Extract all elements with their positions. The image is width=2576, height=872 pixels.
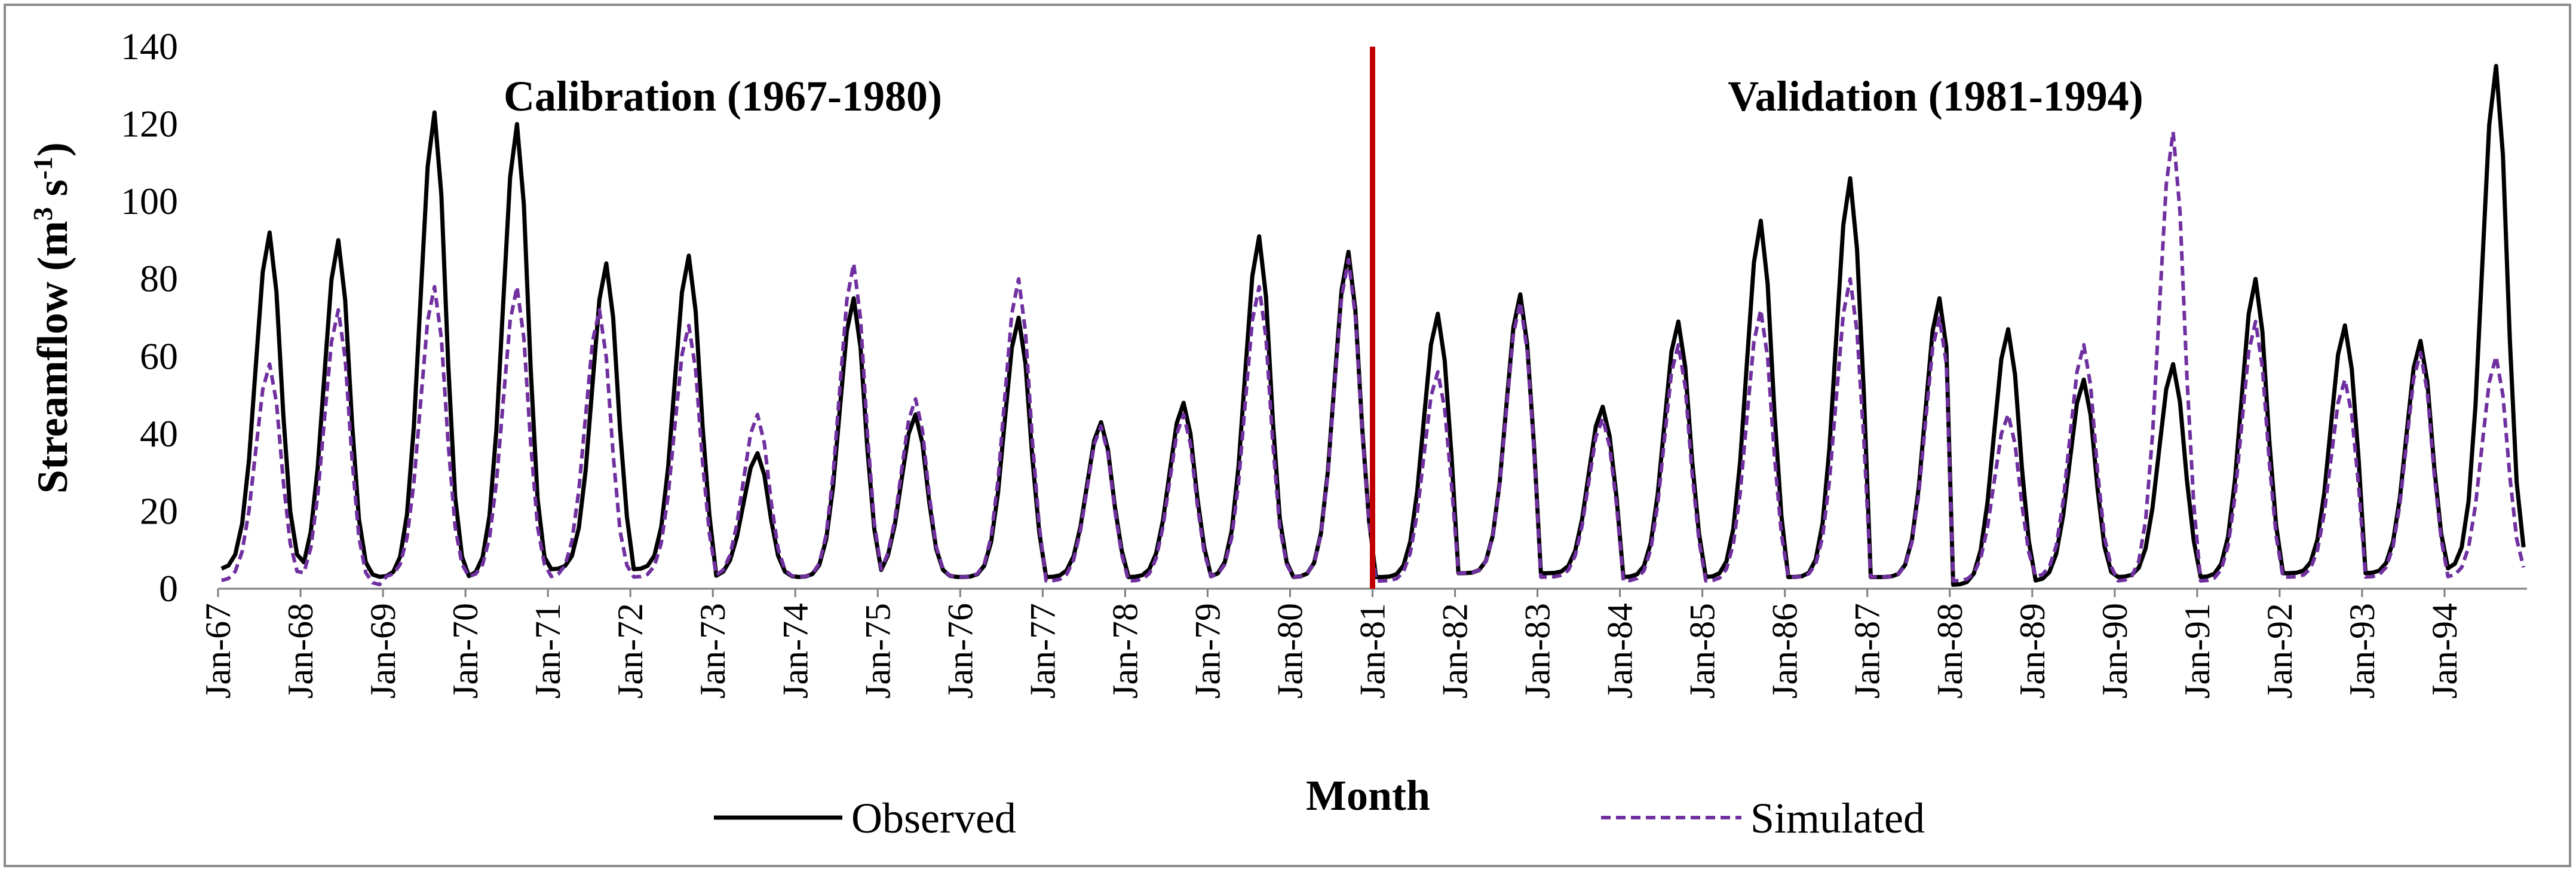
y-tick-label: 80: [140, 258, 178, 300]
x-tick-label: Jan-84: [1600, 603, 1640, 699]
x-tick-label: Jan-75: [858, 603, 897, 699]
x-tick-label: Jan-91: [2178, 603, 2217, 699]
y-tick-label: 0: [159, 567, 178, 610]
x-tick-label: Jan-67: [198, 603, 238, 699]
x-axis-title: Month: [1306, 772, 1430, 819]
x-tick-label: Jan-77: [1023, 603, 1062, 699]
legend: Observed Simulated: [714, 794, 1925, 842]
y-axis-title: Streamflow (m3 s-1): [27, 142, 77, 494]
x-tick-label: Jan-73: [693, 603, 732, 699]
x-tick-label: Jan-68: [281, 603, 320, 699]
calibration-label: Calibration (1967-1980): [504, 72, 942, 120]
x-tick-label: Jan-94: [2425, 603, 2464, 699]
validation-label: Validation (1981-1994): [1728, 72, 2143, 120]
y-tick-label: 20: [140, 489, 178, 532]
legend-observed-label: Observed: [851, 794, 1016, 842]
x-tick-label: Jan-69: [363, 603, 403, 699]
x-tick-label: Jan-82: [1436, 603, 1475, 699]
y-tick-label: 40: [140, 412, 178, 455]
y-tick-label: 100: [121, 180, 178, 222]
series-simulated-line: [220, 130, 2526, 587]
x-tick-label: Jan-85: [1683, 603, 1722, 699]
x-tick-label: Jan-89: [2013, 603, 2052, 699]
x-tick-label: Jan-74: [775, 603, 815, 699]
x-tick-label: Jan-83: [1518, 603, 1557, 699]
x-tick-label: Jan-87: [1848, 603, 1887, 699]
chart-frame: [4, 4, 2571, 867]
x-tick-label: Jan-88: [1930, 603, 1970, 699]
x-tick-label: Jan-72: [611, 603, 650, 699]
x-tick-label: Jan-81: [1353, 603, 1393, 699]
y-tick-label: 140: [121, 25, 178, 68]
x-tick-label: Jan-92: [2260, 603, 2299, 699]
x-tick-label: Jan-79: [1188, 603, 1227, 699]
x-tick-label: Jan-93: [2342, 603, 2382, 699]
x-tick-label: Jan-70: [446, 603, 485, 699]
x-tick-label: Jan-86: [1765, 603, 1805, 699]
x-tick-label: Jan-80: [1270, 603, 1310, 699]
x-tick-label: Jan-78: [1105, 603, 1145, 699]
x-tick-label: Jan-90: [2095, 603, 2135, 699]
x-axis-ticks: Jan-67 Jan-68 Jan-69 Jan-70 Jan-71 Jan-72 Jan-…: [198, 589, 2464, 699]
y-tick-label: 60: [140, 335, 178, 377]
legend-simulated-label: Simulated: [1750, 794, 1925, 842]
y-tick-label: 120: [121, 103, 178, 145]
x-tick-label: Jan-76: [940, 603, 980, 699]
x-tick-label: Jan-71: [528, 603, 568, 699]
y-axis-ticks: 0 20 40 60 80 100 120 140: [121, 25, 178, 610]
